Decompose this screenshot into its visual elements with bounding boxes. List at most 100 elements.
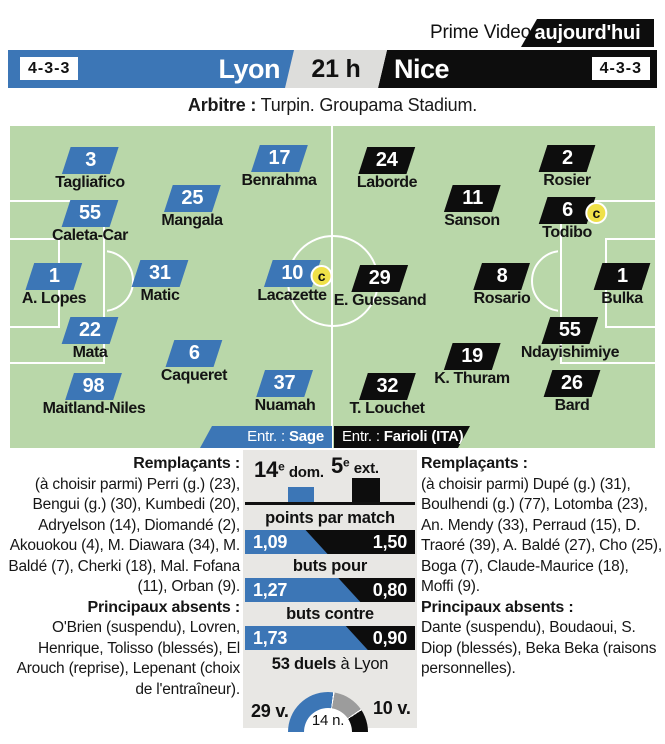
- referee-value: Turpin. Groupama Stadium.: [256, 95, 478, 115]
- player-number-badge: 8: [473, 263, 531, 290]
- player-name: Rosario: [473, 290, 531, 307]
- captain-badge: c: [310, 265, 333, 287]
- player-name: Caqueret: [160, 367, 228, 384]
- home-team-bar: 4-3-3 Lyon: [8, 50, 300, 88]
- home-rank: 14e dom.: [254, 457, 324, 483]
- player-away-26: 26 Bard: [543, 370, 601, 415]
- stat-bar-1-home-value: 1,27: [253, 580, 288, 600]
- away-absents-list: Dante (suspendu), Boudaoui, S. Diop (ble…: [421, 619, 657, 677]
- away-rank-sup: e: [343, 455, 350, 470]
- player-away-6: 6 c Todibo: [538, 197, 608, 242]
- player-home-31: 31 Matic: [131, 260, 189, 305]
- player-away-8: 8 Rosario: [474, 263, 531, 308]
- player-home-6: 6 Caqueret: [161, 340, 227, 385]
- player-home-22: 22 Mata: [61, 317, 119, 362]
- kickoff-time: 21 h: [311, 54, 361, 83]
- player-name: Mata: [72, 344, 108, 361]
- player-number-badge: 19: [443, 343, 501, 370]
- away-team-name: Nice: [394, 53, 450, 84]
- player-home-10: 10 c Lacazette: [257, 260, 333, 305]
- player-away-2: 2 Rosier: [538, 145, 596, 190]
- stat-label-1: buts pour: [292, 557, 368, 575]
- player-name: K. Thuram: [434, 370, 510, 387]
- player-number-badge: 10 c: [263, 260, 333, 287]
- away-squad-panel: Remplaçants : (à choisir parmi) Dupé (g.…: [421, 454, 663, 680]
- player-away-24: 24 Laborde: [356, 147, 418, 192]
- player-name: Lacazette: [257, 287, 327, 304]
- away-rank-value: 5: [331, 453, 344, 478]
- referee-label: Arbitre :: [187, 95, 257, 115]
- stat-label-0: points par match: [265, 509, 395, 527]
- away-absents-title: Principaux absents :: [421, 598, 574, 616]
- player-away-1: 1 Bulka: [593, 263, 651, 308]
- player-number-badge: 11: [443, 185, 501, 212]
- player-away-19: 19 K. Thuram: [434, 343, 510, 388]
- away-coach-banner: Entr. : Farioli (ITA): [334, 426, 470, 448]
- player-name: Laborde: [356, 174, 418, 191]
- away-coach-name: Farioli (ITA): [383, 428, 464, 445]
- away-rank-label: ext.: [353, 460, 379, 477]
- player-number-badge: 55: [61, 200, 119, 227]
- player-number-badge: 2: [538, 145, 596, 172]
- player-number-badge: 6: [165, 340, 223, 367]
- rank-baseline: [245, 502, 415, 505]
- player-home-1: 1 A. Lopes: [21, 263, 87, 308]
- player-name: Tagliafico: [55, 174, 125, 191]
- player-number-badge: 55: [541, 317, 599, 344]
- player-away-29: 29 E. Guessand: [334, 265, 427, 310]
- stat-bar-2: 1,73 0,90: [245, 626, 415, 650]
- player-home-3: 3 Tagliafico: [55, 147, 125, 192]
- player-home-55: 55 Caleta-Car: [52, 200, 128, 245]
- stat-bar-0-away-value: 1,50: [372, 532, 407, 552]
- stat-bar-1: 1,27 0,80: [245, 578, 415, 602]
- away-rank-bar: [352, 478, 380, 502]
- player-name: Matic: [140, 287, 180, 304]
- referee-line: Arbitre : Turpin. Groupama Stadium.: [0, 95, 665, 116]
- stat-bar-2-home-value: 1,73: [253, 628, 288, 648]
- player-number-badge: 1: [25, 263, 83, 290]
- stat-label-2: buts contre: [286, 605, 374, 623]
- home-rank-bar: [288, 487, 314, 502]
- duels-away-wins: 10 v.: [373, 698, 411, 718]
- player-away-32: 32 T. Louchet: [349, 373, 425, 418]
- player-number-badge: 25: [163, 185, 221, 212]
- kickoff-day-tag: aujourd'hui: [521, 19, 654, 47]
- stats-card: 14e dom. 5e ext. points par match 1,09 1…: [243, 450, 417, 744]
- home-subs-title: Remplaçants :: [133, 455, 240, 472]
- stat-bar-0: 1,09 1,50: [245, 530, 415, 554]
- player-name: E. Guessand: [333, 292, 427, 309]
- player-name: Nuamah: [254, 397, 316, 414]
- player-name: Rosier: [543, 172, 591, 189]
- player-name: Mangala: [161, 212, 223, 229]
- player-number-badge: 17: [250, 145, 308, 172]
- player-name: Sanson: [444, 212, 500, 229]
- player-number-badge: 1: [593, 263, 651, 290]
- player-number-badge: 37: [256, 370, 314, 397]
- player-home-17: 17 Benrahma: [241, 145, 317, 190]
- player-name: Bulka: [601, 290, 643, 307]
- stat-bar-0-home-value: 1,09: [253, 532, 288, 552]
- kickoff-time-box: 21 h: [285, 50, 387, 88]
- home-coach-label: Entr. :: [247, 428, 289, 445]
- team-header-bar: 4-3-3 Lyon Nice 4-3-3 21 h: [8, 50, 657, 88]
- player-home-98: 98 Maitland-Niles: [43, 373, 146, 418]
- broadcaster-label: Prime Video: [430, 22, 531, 43]
- home-absents-list: O'Brien (suspendu), Lovren, Henrique, To…: [16, 619, 241, 698]
- away-penalty-box: [560, 200, 655, 364]
- home-rank-label: dom.: [288, 464, 324, 481]
- away-rank: 5e ext.: [331, 453, 379, 479]
- away-coach-label: Entr. :: [342, 428, 384, 445]
- home-coach-name: Sage: [288, 428, 324, 445]
- player-number-badge: 22: [61, 317, 119, 344]
- player-name: T. Louchet: [349, 400, 425, 417]
- away-subs-title: Remplaçants :: [421, 455, 528, 472]
- home-absents-title: Principaux absents :: [87, 598, 241, 616]
- player-home-25: 25 Mangala: [161, 185, 223, 230]
- home-team-name: Lyon: [218, 53, 281, 84]
- player-name: A. Lopes: [21, 290, 87, 307]
- player-number-badge: 31: [131, 260, 189, 287]
- home-rank-value: 14: [254, 457, 279, 482]
- player-name: Todibo: [542, 224, 592, 241]
